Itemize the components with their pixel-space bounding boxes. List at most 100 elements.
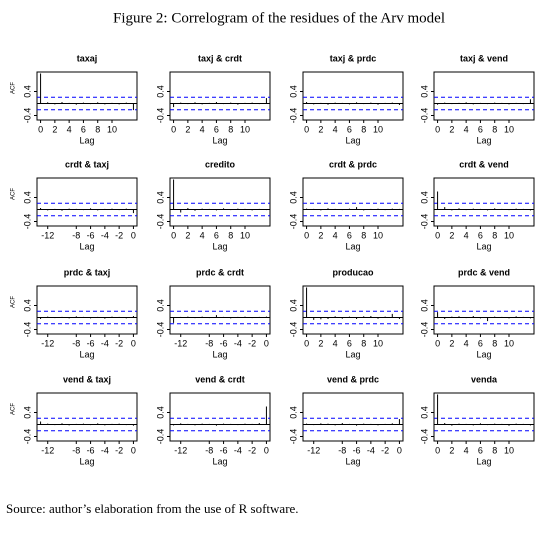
y-tick-label: -0.4 <box>155 322 165 338</box>
x-tick-label: 4 <box>464 445 469 455</box>
x-tick-label: 8 <box>95 124 100 134</box>
y-tick-label: 0.4 <box>22 299 32 312</box>
panel-title: credito <box>205 159 236 169</box>
panel-title: venda <box>471 374 498 384</box>
x-axis-label: Lag <box>212 349 227 359</box>
y-tick-label: -0.4 <box>288 429 298 445</box>
x-tick-label: 10 <box>373 338 383 348</box>
x-tick-label: -8 <box>205 445 213 455</box>
x-tick-label: 2 <box>449 445 454 455</box>
x-tick-label: 0 <box>171 124 176 134</box>
plot-frame <box>169 392 271 442</box>
x-tick-label: -8 <box>72 338 80 348</box>
x-axis-label: Lag <box>212 135 227 145</box>
x-tick-label: 6 <box>214 124 219 134</box>
plot-frame <box>302 392 404 442</box>
x-tick-label: -6 <box>353 445 361 455</box>
x-tick-label: -2 <box>248 445 256 455</box>
x-tick-label: 10 <box>240 230 250 240</box>
x-axis-label: Lag <box>79 241 94 251</box>
x-tick-label: 8 <box>361 338 366 348</box>
y-tick-label: 0.4 <box>155 191 165 204</box>
x-tick-label: 6 <box>478 445 483 455</box>
y-tick-label: 0.4 <box>288 299 298 312</box>
x-tick-label: -8 <box>72 230 80 240</box>
y-tick-label: 0.4 <box>288 406 298 419</box>
x-tick-label: -12 <box>41 230 54 240</box>
x-tick-label: 10 <box>107 124 117 134</box>
x-tick-label: 8 <box>492 124 497 134</box>
x-tick-label: 4 <box>67 124 72 134</box>
y-tick-label: -0.4 <box>288 108 298 124</box>
panel-title: producao <box>332 267 374 277</box>
x-tick-label: -8 <box>205 338 213 348</box>
x-axis-label: Lag <box>79 456 94 466</box>
x-tick-label: 6 <box>478 230 483 240</box>
x-tick-label: 0 <box>435 230 440 240</box>
x-tick-label: -4 <box>367 445 375 455</box>
y-tick-label: -0.4 <box>22 214 32 230</box>
y-tick-label: -0.4 <box>419 429 429 445</box>
x-tick-label: -4 <box>101 230 109 240</box>
panel-title: taxaj <box>77 53 98 63</box>
x-axis-label: Lag <box>345 135 360 145</box>
x-tick-label: 0 <box>38 124 43 134</box>
x-axis-label: Lag <box>212 456 227 466</box>
plot-frame <box>36 177 138 227</box>
y-tick-label: 0.4 <box>288 191 298 204</box>
y-tick-label: -0.4 <box>419 108 429 124</box>
panel-title: crdt & vend <box>459 159 509 169</box>
plot-frame <box>169 177 271 227</box>
y-tick-label: -0.4 <box>155 429 165 445</box>
panel-title: prdc & crdt <box>196 267 244 277</box>
x-tick-label: 4 <box>333 230 338 240</box>
x-axis-label: Lag <box>476 456 491 466</box>
x-tick-label: 10 <box>373 230 383 240</box>
x-tick-label: 10 <box>504 124 514 134</box>
x-tick-label: 8 <box>228 230 233 240</box>
y-tick-label: -0.4 <box>288 214 298 230</box>
x-axis-label: Lag <box>476 349 491 359</box>
panel-title: taxj & crdt <box>198 53 242 63</box>
x-tick-label: 0 <box>304 124 309 134</box>
panel-title: crdt & prdc <box>329 159 377 169</box>
y-tick-label: 0.4 <box>419 299 429 312</box>
plot-frame <box>36 392 138 442</box>
figure-title: Figure 2: Correlogram of the residues of… <box>113 10 445 26</box>
x-tick-label: 8 <box>361 124 366 134</box>
x-tick-label: 4 <box>200 124 205 134</box>
x-tick-label: 0 <box>304 338 309 348</box>
x-tick-label: 2 <box>52 124 57 134</box>
x-tick-label: 10 <box>373 124 383 134</box>
y-tick-label: 0.4 <box>155 85 165 98</box>
y-tick-label: -0.4 <box>22 429 32 445</box>
y-tick-label: 0.4 <box>288 85 298 98</box>
y-axis-label: ACF <box>11 188 17 200</box>
x-tick-label: -12 <box>174 338 187 348</box>
x-axis-label: Lag <box>79 135 94 145</box>
panel-title: prdc & taxj <box>64 267 111 277</box>
x-tick-label: 0 <box>264 338 269 348</box>
y-tick-label: -0.4 <box>419 214 429 230</box>
plot-frame <box>302 177 404 227</box>
y-tick-label: 0.4 <box>22 85 32 98</box>
x-tick-label: 0 <box>435 124 440 134</box>
x-tick-label: 2 <box>318 124 323 134</box>
x-tick-label: 6 <box>478 124 483 134</box>
x-tick-label: 4 <box>333 338 338 348</box>
x-tick-label: 0 <box>171 230 176 240</box>
y-tick-label: -0.4 <box>22 108 32 124</box>
source-note: Source: author’s elaboration from the us… <box>6 501 299 516</box>
plot-frame <box>169 285 271 335</box>
x-tick-label: -6 <box>220 445 228 455</box>
x-tick-label: 8 <box>228 124 233 134</box>
x-axis-label: Lag <box>212 241 227 251</box>
y-tick-label: 0.4 <box>22 406 32 419</box>
x-tick-label: 10 <box>240 124 250 134</box>
y-tick-label: -0.4 <box>22 322 32 338</box>
x-tick-label: 2 <box>318 230 323 240</box>
x-tick-label: 0 <box>435 338 440 348</box>
x-tick-label: 0 <box>264 445 269 455</box>
x-tick-label: -2 <box>248 338 256 348</box>
x-tick-label: 10 <box>504 230 514 240</box>
